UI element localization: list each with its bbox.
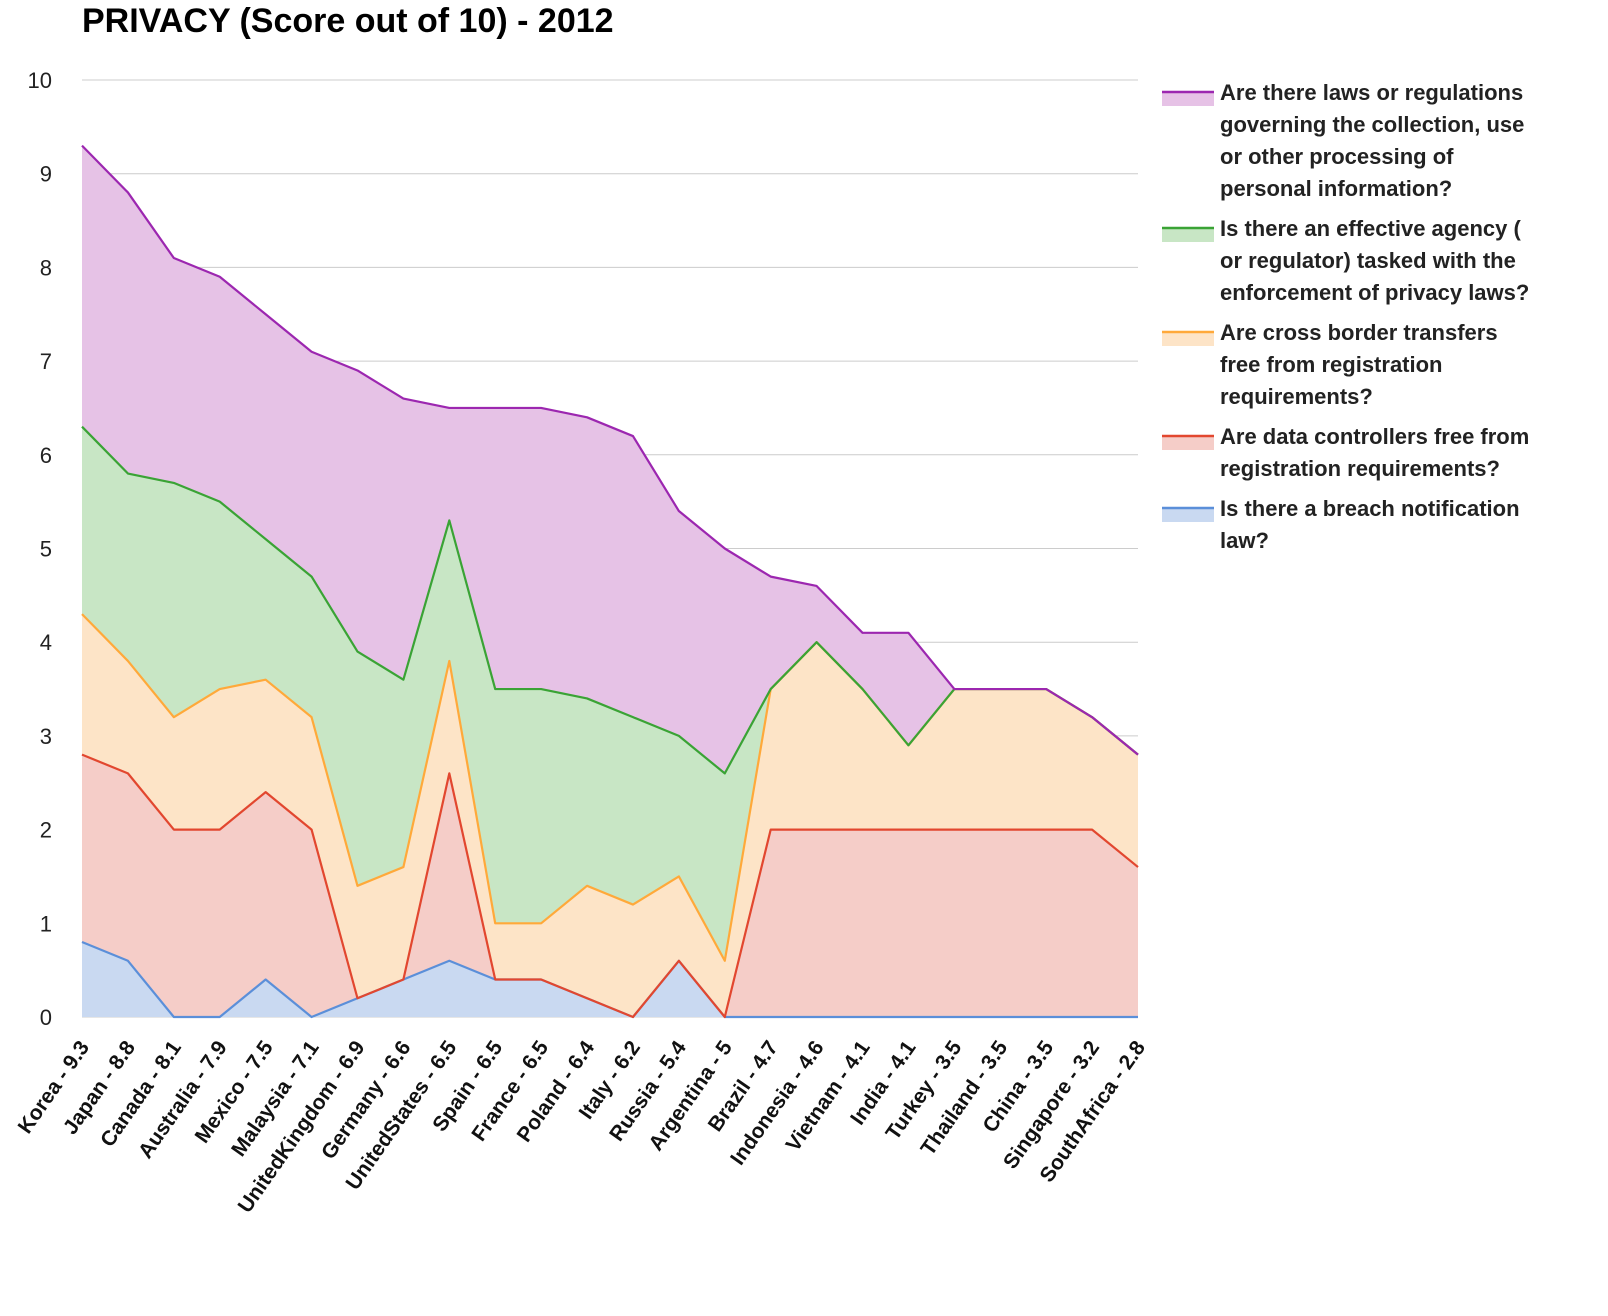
y-tick-label: 0 (40, 1005, 52, 1030)
y-tick-label: 2 (40, 818, 52, 843)
legend-item-4: Is there a breach notification law? (1162, 496, 1520, 553)
y-tick-label: 5 (40, 537, 52, 562)
legend-swatch (1162, 228, 1214, 242)
legend-label: law? (1220, 528, 1269, 553)
legend-label: Are data controllers free from (1220, 424, 1529, 449)
y-tick-label: 1 (40, 911, 52, 936)
legend-label: Is there a breach notification (1220, 496, 1520, 521)
legend-label: registration requirements? (1220, 456, 1500, 481)
legend-item-2: Are cross border transfers free from regi… (1162, 320, 1498, 409)
y-axis: 0 1 2 3 4 5 6 7 8 9 10 (28, 68, 52, 1030)
legend-item-3: Are data controllers free from registrati… (1162, 424, 1529, 481)
legend-swatch (1162, 508, 1214, 522)
y-tick-label: 4 (40, 630, 52, 655)
y-tick-label: 8 (40, 255, 52, 280)
y-tick-label: 6 (40, 443, 52, 468)
y-tick-label: 9 (40, 162, 52, 187)
line-layer (81, 144, 1139, 1019)
legend-item-0: Are there laws or regulations governing t… (1162, 80, 1524, 201)
legend-swatch (1162, 332, 1214, 346)
legend-swatch (1162, 436, 1214, 450)
legend-label: Is there an effective agency ( (1220, 216, 1521, 241)
legend-label: Are there laws or regulations (1220, 80, 1523, 105)
legend-label: requirements? (1220, 384, 1373, 409)
y-tick-label: 10 (28, 68, 52, 93)
series-line-0 (81, 144, 1139, 756)
legend-label: personal information? (1220, 176, 1452, 201)
chart-title: PRIVACY (Score out of 10) - 2012 (82, 2, 614, 40)
legend-label: free from registration (1220, 352, 1443, 377)
legend-swatch (1162, 92, 1214, 106)
series-area-3 (82, 754, 1138, 1017)
y-tick-label: 3 (40, 724, 52, 749)
legend-label: or other processing of (1220, 144, 1454, 169)
y-tick-label: 7 (40, 349, 52, 374)
area-layer (82, 145, 1138, 1018)
legend-label: Are cross border transfers (1220, 320, 1498, 345)
legend-label: enforcement of privacy laws? (1220, 280, 1529, 305)
legend-item-1: Is there an effective agency ( or regulat… (1162, 216, 1529, 305)
legend-label: governing the collection, use (1220, 112, 1524, 137)
series-line-3 (81, 753, 1139, 1019)
legend: Are there laws or regulations governing t… (1162, 80, 1529, 553)
legend-label: or regulator) tasked with the (1220, 248, 1516, 273)
